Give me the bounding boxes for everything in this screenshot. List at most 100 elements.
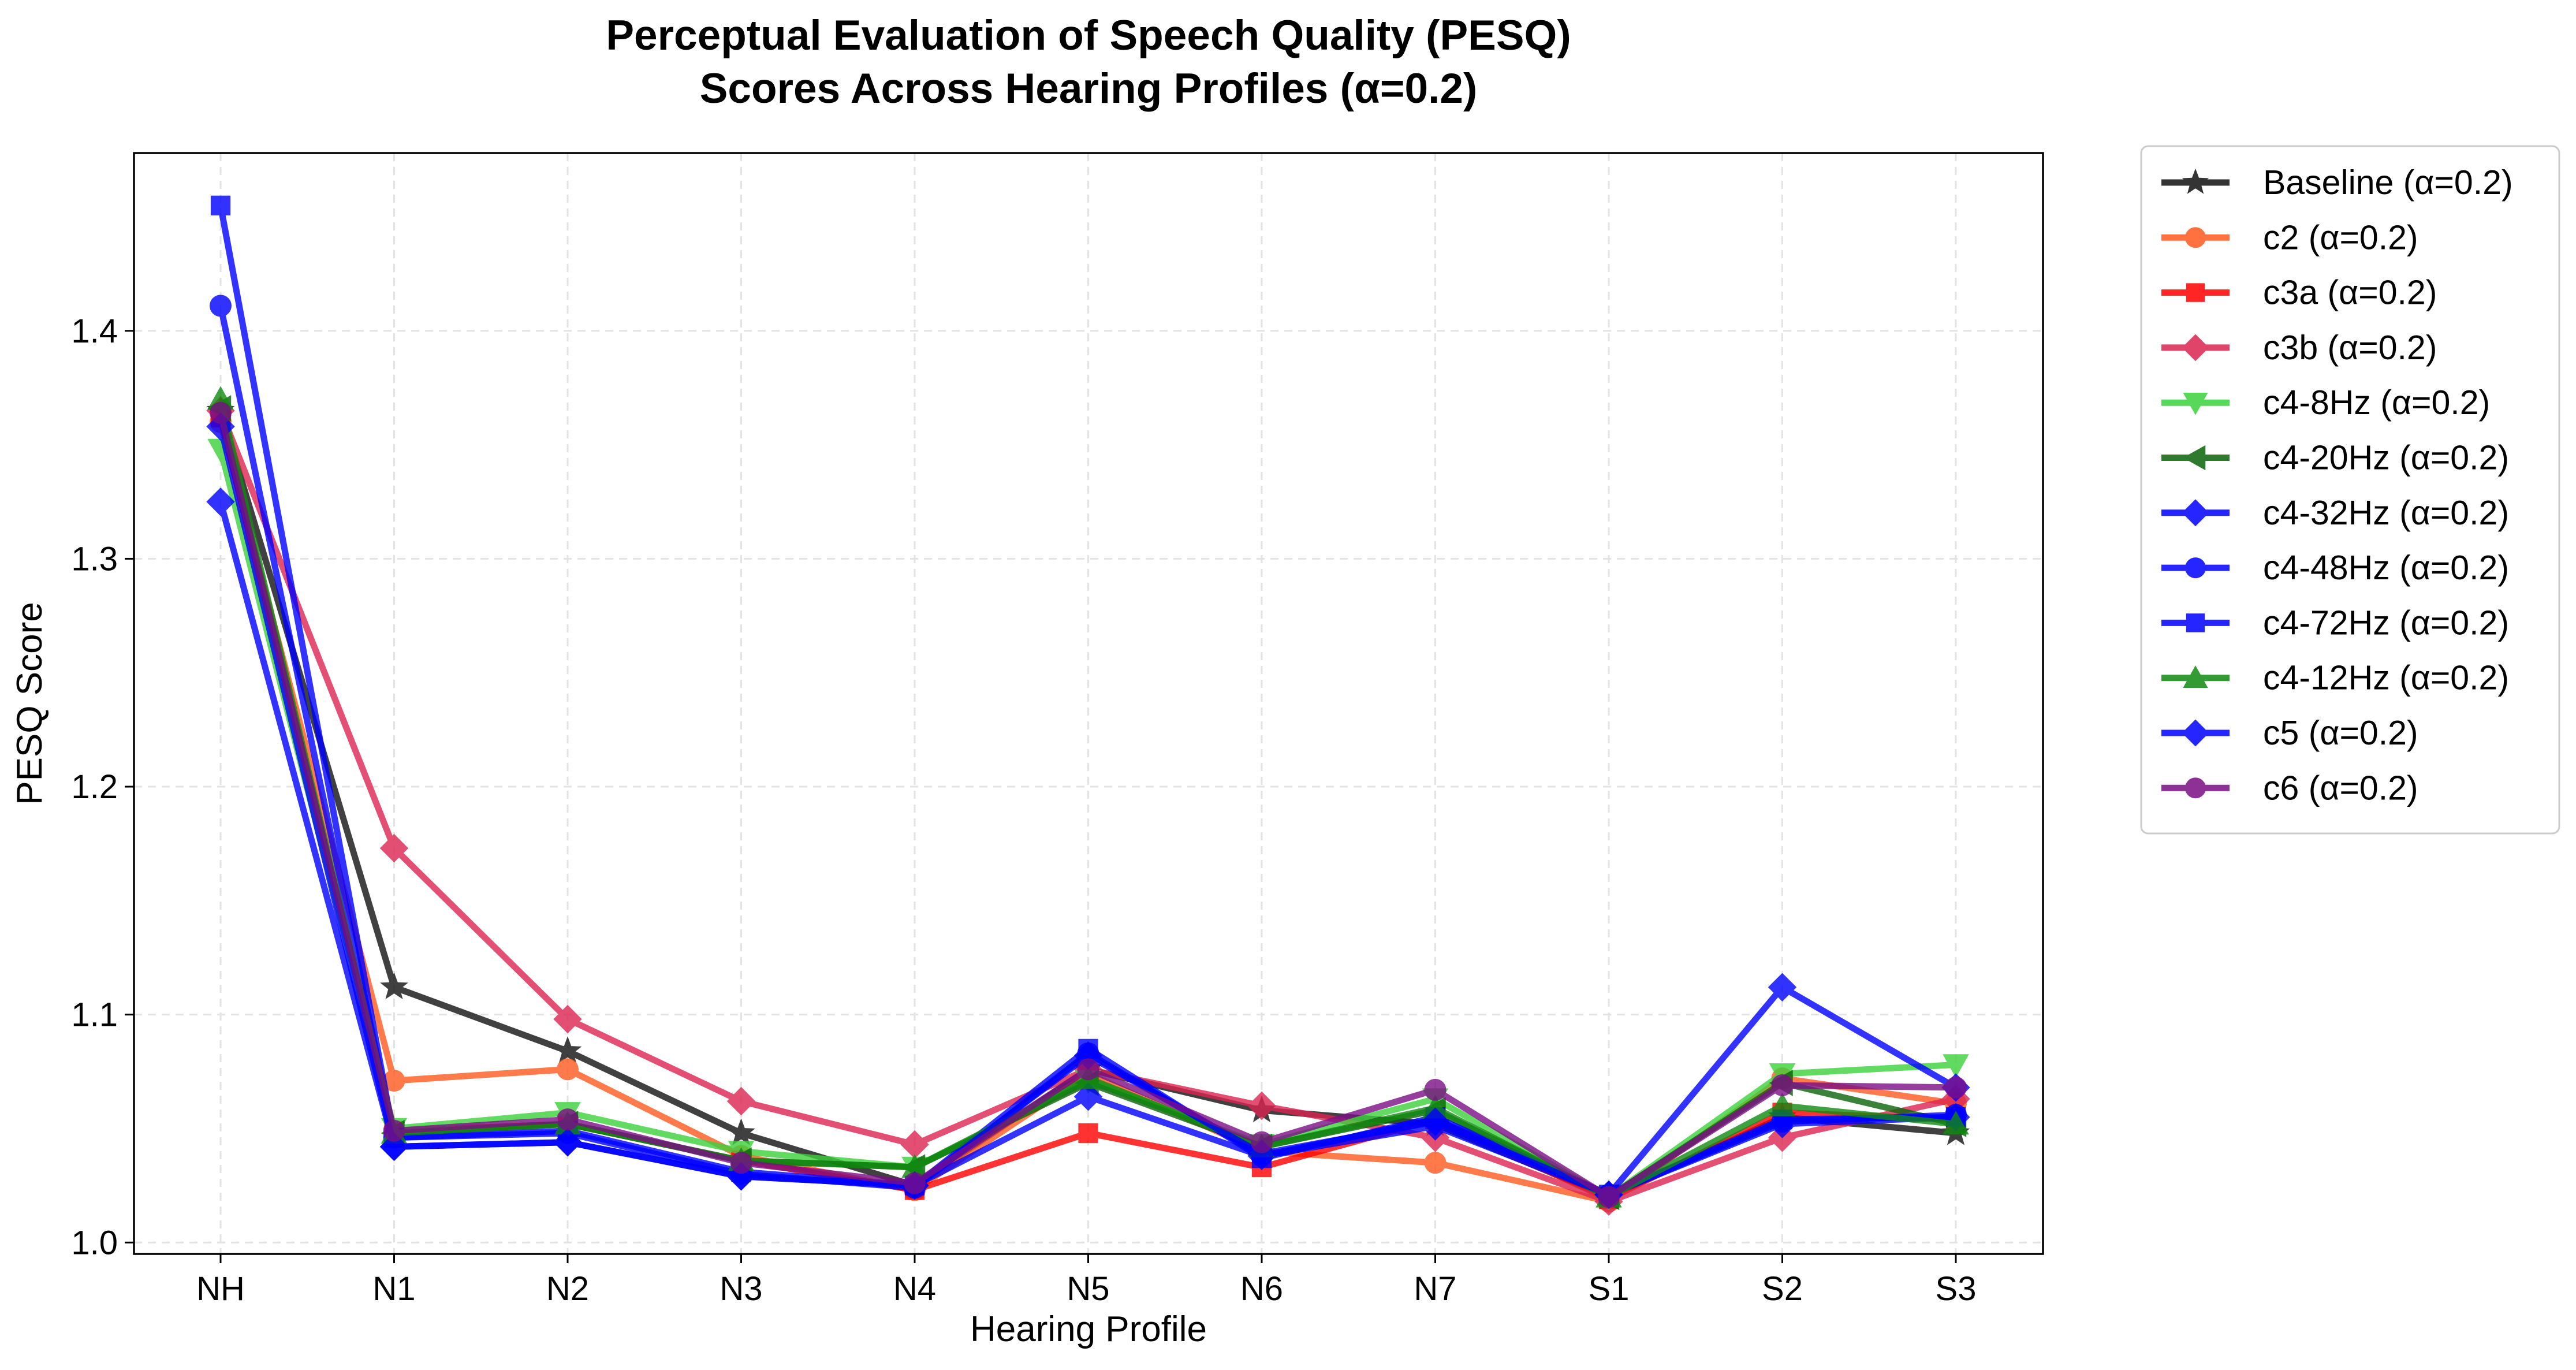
legend-marker [2186,613,2205,632]
series-layer [206,195,1970,1216]
data-point-c6-0-2-n4 [904,1172,926,1194]
x-tick-label-n1: N1 [372,1270,415,1308]
legend-marker [2185,227,2206,248]
data-point-c4-8hz-0-2-s3 [1943,1054,1969,1078]
data-point-c6-0-2-n7 [1424,1078,1447,1101]
x-tick-label-nh: NH [196,1270,245,1308]
legend-item-c4-32hz-0-2 [2161,499,2230,527]
x-tick-label-s3: S3 [1936,1270,1977,1308]
legend-label-c4-8hz-0-2: c4-8Hz (α=0.2) [2263,384,2490,422]
data-point-c3b-0-2-n4 [900,1130,929,1159]
legend-item-c4-8hz-0-2 [2161,392,2230,415]
data-point-c5-0-2-s2 [1768,973,1797,1002]
legend-item-c4-20hz-0-2 [2161,445,2230,471]
x-tick-label-n4: N4 [893,1270,936,1308]
x-axis: NH N1 N2 N3 N4 N5 N6 N7 S1 S2 S3 [196,1254,1976,1308]
data-point-c6-0-2-n3 [730,1152,752,1174]
data-point-c5-0-2-n7 [1421,1107,1450,1136]
legend-label-c2-0-2: c2 (α=0.2) [2263,218,2418,256]
legend-label-c3b-0-2: c3b (α=0.2) [2263,329,2437,367]
x-tick-label-n7: N7 [1414,1270,1456,1308]
legend-marker [2183,445,2206,471]
chart-title: Perceptual Evaluation of Speech Quality … [606,12,1571,112]
x-tick-label-n3: N3 [720,1270,762,1308]
legend-marker [2182,168,2209,194]
data-point-c2-0-2-n2 [557,1058,579,1081]
legend-marker [2182,719,2209,747]
data-point-baseline-0-2-n1 [380,972,408,999]
chart-title-line-2: Scores Across Hearing Profiles (α=0.2) [700,65,1478,112]
data-point-c6-0-2-n1 [383,1119,405,1142]
data-point-c4-12hz-0-2-n7 [1422,1094,1449,1119]
data-point-c3b-0-2-n1 [379,833,409,863]
legend-item-c3b-0-2 [2161,334,2230,362]
legend-item-c4-48hz-0-2 [2161,557,2230,579]
data-point-c2-0-2-n1 [383,1070,405,1092]
data-point-baseline-0-2-n2 [553,1036,582,1063]
data-point-c4-12hz-0-2-nh [207,386,234,410]
chart-title-line-1: Perceptual Evaluation of Speech Quality … [606,12,1571,59]
legend-marker [2183,392,2208,415]
x-tick-label-s2: S2 [1762,1270,1803,1308]
y-axis-label: PESQ Score [10,602,50,805]
y-axis: 1.0 1.1 1.2 1.3 1.4 [71,312,134,1261]
x-tick-label-n2: N2 [546,1270,589,1308]
x-tick-label-s1: S1 [1589,1270,1630,1308]
series-c6-0-2 [210,401,1967,1208]
data-point-c4-32hz-0-2-n5 [1073,1082,1103,1111]
legend-item-c4-72hz-0-2 [2161,613,2230,632]
x-tick-label-n6: N6 [1240,1270,1283,1308]
data-point-c4-12hz-0-2-n4 [901,1154,928,1178]
legend-marker [2186,283,2205,302]
data-point-baseline-0-2-n3 [727,1118,755,1145]
data-point-c4-12hz-0-2-s3 [1943,1111,1969,1135]
legend-label-baseline-0-2: Baseline (α=0.2) [2263,163,2513,202]
y-tick-label-2: 1.2 [71,768,118,806]
data-point-c5-0-2-n1 [379,1132,409,1161]
data-point-c6-0-2-s1 [1598,1186,1620,1208]
legend-item-c5-0-2 [2161,719,2230,747]
data-point-c6-0-2-n2 [557,1108,579,1131]
legend-marker [2185,557,2206,579]
data-point-c3b-0-2-n6 [1247,1091,1276,1120]
legend-marker [2185,777,2206,799]
legend-item-c3a-0-2 [2161,283,2230,302]
legend-box [2140,145,2560,835]
x-axis-label: Hearing Profile [970,1309,1207,1349]
data-point-c3a-0-2-n5 [1078,1123,1098,1143]
legend-marker [2183,665,2208,688]
y-tick-label-3: 1.3 [71,540,118,578]
data-point-c6-0-2-s2 [1771,1074,1794,1096]
legend-label-c4-32hz-0-2: c4-32Hz (α=0.2) [2263,494,2509,532]
legend-label-c5-0-2: c5 (α=0.2) [2263,714,2418,752]
legend-label-c3a-0-2: c3a (α=0.2) [2263,274,2437,312]
data-point-c4-32hz-0-2-nh [206,487,235,516]
y-tick-label-1: 1.1 [71,996,118,1034]
legend: Baseline (α=0.2) c2 (α=0.2) c3a (α=0.2) c3b… [2140,145,2560,835]
legend-marker [2182,499,2209,527]
legend-label-c4-20hz-0-2: c4-20Hz (α=0.2) [2263,439,2509,477]
data-point-c3b-0-2-n3 [726,1086,756,1116]
data-point-c5-0-2-n6 [1247,1139,1276,1168]
legend-label-c4-72hz-0-2: c4-72Hz (α=0.2) [2263,604,2509,642]
legend-item-c4-12hz-0-2 [2161,665,2230,688]
y-tick-label-0: 1.0 [71,1224,118,1261]
legend-label-c4-48hz-0-2: c4-48Hz (α=0.2) [2263,549,2509,587]
x-tick-label-n5: N5 [1067,1270,1109,1308]
y-tick-label-4: 1.4 [71,312,118,350]
data-point-c6-0-2-n5 [1077,1058,1099,1081]
data-point-c6-0-2-s3 [1945,1076,1967,1099]
data-point-c6-0-2-n6 [1251,1131,1273,1153]
legend-label-c6-0-2: c6 (α=0.2) [2263,769,2418,807]
legend-item-c6-0-2 [2161,777,2230,799]
data-point-c6-0-2-nh [210,401,232,424]
data-point-c2-0-2-n7 [1424,1152,1447,1174]
data-point-c4-72hz-0-2-nh [210,195,231,215]
legend-marker [2182,334,2209,362]
data-point-c4-12hz-0-2-s2 [1769,1092,1796,1116]
legend-label-c4-12hz-0-2: c4-12Hz (α=0.2) [2263,659,2509,697]
legend-item-c2-0-2 [2161,227,2230,248]
data-point-c3b-0-2-n2 [553,1004,582,1034]
legend-item-baseline-0-2 [2161,168,2230,194]
